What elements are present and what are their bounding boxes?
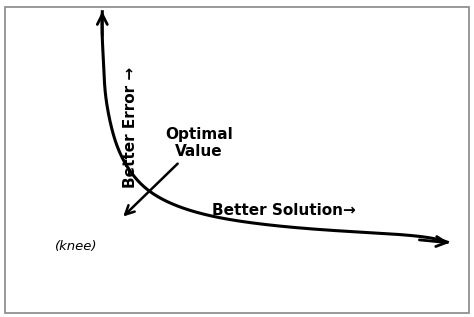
- Text: Better Solution→: Better Solution→: [212, 203, 356, 218]
- Text: Better Error →: Better Error →: [123, 66, 138, 187]
- Text: Optimal
Value: Optimal Value: [125, 126, 233, 215]
- Text: (knee): (knee): [55, 240, 98, 253]
